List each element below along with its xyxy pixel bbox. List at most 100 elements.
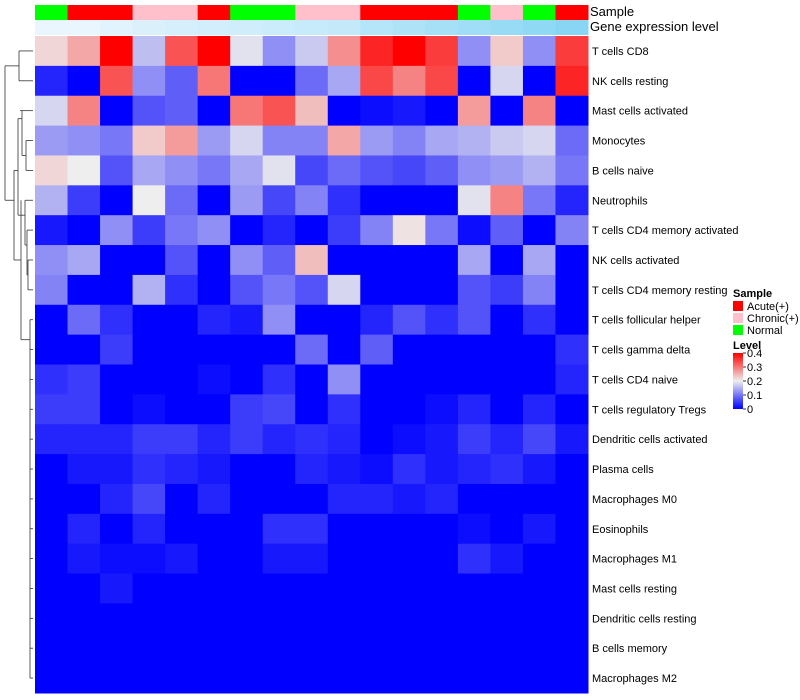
- expression-level-annotation-cell: [262, 20, 296, 35]
- heatmap-cell: [67, 215, 101, 246]
- heatmap-cell: [425, 125, 459, 156]
- heatmap-cell: [522, 215, 556, 246]
- heatmap-cell: [327, 274, 361, 306]
- expression-level-annotation-cell: [392, 20, 426, 35]
- heatmap-cell: [100, 543, 134, 575]
- heatmap-cell: [262, 36, 296, 67]
- expression-level-annotation-cell: [67, 20, 101, 35]
- heatmap-cell: [555, 185, 589, 216]
- heatmap-cell: [490, 65, 524, 97]
- heatmap-cell: [100, 125, 134, 156]
- legend-level-colorbar: [733, 353, 743, 409]
- heatmap-cell: [490, 633, 524, 664]
- heatmap-cell: [100, 95, 134, 127]
- heatmap-cell: [490, 364, 524, 395]
- heatmap-cell: [100, 483, 134, 515]
- heatmap-cell: [392, 36, 426, 67]
- heatmap-cell: [35, 633, 69, 664]
- sample-annotation-cell: [35, 5, 69, 20]
- heatmap-cell: [360, 95, 394, 127]
- heatmap-cell: [360, 483, 394, 515]
- heatmap-cell: [230, 245, 264, 276]
- heatmap-cell: [197, 454, 231, 485]
- heatmap-cell: [230, 304, 264, 336]
- heatmap-cell: [360, 633, 394, 664]
- heatmap-cell: [197, 215, 231, 246]
- heatmap-cell: [327, 36, 361, 67]
- heatmap-cell: [457, 185, 491, 216]
- row-label: T cells follicular helper: [592, 315, 701, 327]
- heatmap-cell: [360, 274, 394, 306]
- heatmap-cell: [230, 663, 264, 694]
- heatmap-cell: [490, 95, 524, 127]
- sample-annotation-cell: [522, 5, 556, 20]
- heatmap-cell: [100, 424, 134, 455]
- heatmap-cell: [230, 125, 264, 156]
- heatmap-cell: [392, 65, 426, 97]
- heatmap-cell: [295, 543, 329, 575]
- heatmap-cell: [295, 513, 329, 545]
- heatmap-cell: [35, 543, 69, 575]
- heatmap-cell: [555, 155, 589, 186]
- heatmap-cell: [262, 304, 296, 336]
- heatmap-cell: [165, 304, 199, 336]
- heatmap-cell: [165, 633, 199, 664]
- heatmap-cell: [262, 424, 296, 455]
- row-label: Macrophages M1: [592, 554, 677, 566]
- heatmap-cell: [457, 36, 491, 67]
- heatmap-cell: [67, 125, 101, 156]
- heatmap-cell: [197, 573, 231, 604]
- heatmap-cell: [230, 424, 264, 455]
- heatmap-cell: [67, 424, 101, 455]
- heatmap-cell: [165, 65, 199, 97]
- heatmap-cell: [165, 543, 199, 575]
- heatmap-cell: [35, 663, 69, 694]
- heatmap-cell: [360, 36, 394, 67]
- heatmap-cell: [295, 304, 329, 336]
- heatmap-cell: [392, 274, 426, 306]
- heatmap-cell: [295, 185, 329, 216]
- sample-annotation-cell: [457, 5, 491, 20]
- heatmap-cell: [522, 304, 556, 336]
- heatmap-cell: [262, 245, 296, 276]
- heatmap-cell: [67, 663, 101, 694]
- heatmap-cell: [67, 36, 101, 67]
- heatmap-cell: [392, 663, 426, 694]
- heatmap-cell: [100, 663, 134, 694]
- heatmap-cell: [165, 573, 199, 604]
- heatmap-cell: [67, 155, 101, 186]
- heatmap-cell: [197, 95, 231, 127]
- heatmap-cell: [425, 603, 459, 634]
- heatmap-cell: [230, 95, 264, 127]
- heatmap-cell: [295, 215, 329, 246]
- heatmap-cell: [555, 394, 589, 425]
- heatmap-cell: [425, 633, 459, 664]
- heatmap-cell: [392, 633, 426, 664]
- heatmap-cell: [490, 155, 524, 186]
- heatmap-cell: [457, 543, 491, 575]
- row-label: T cells CD8: [592, 46, 649, 58]
- heatmap-cell: [522, 483, 556, 515]
- heatmap-cell: [100, 65, 134, 97]
- heatmap-cell: [555, 513, 589, 545]
- heatmap-cell: [425, 215, 459, 246]
- heatmap-cell: [360, 364, 394, 395]
- heatmap-cell: [392, 95, 426, 127]
- heatmap-cell: [165, 125, 199, 156]
- legend-swatch-normal: [733, 325, 743, 335]
- heatmap-cell: [230, 364, 264, 395]
- heatmap-cell: [490, 663, 524, 694]
- heatmap-cell: [67, 334, 101, 365]
- legend-tick-label: 0: [747, 404, 753, 416]
- expression-level-annotation-cell: [230, 20, 264, 35]
- heatmap-cell: [457, 603, 491, 634]
- heatmap-cell: [522, 334, 556, 365]
- heatmap-cell: [392, 394, 426, 425]
- heatmap-cell: [197, 364, 231, 395]
- heatmap-cell: [165, 454, 199, 485]
- heatmap-cell: [197, 304, 231, 336]
- heatmap-cell: [360, 65, 394, 97]
- heatmap-cell: [425, 454, 459, 485]
- heatmap-cell: [360, 663, 394, 694]
- heatmap-cell: [132, 513, 166, 545]
